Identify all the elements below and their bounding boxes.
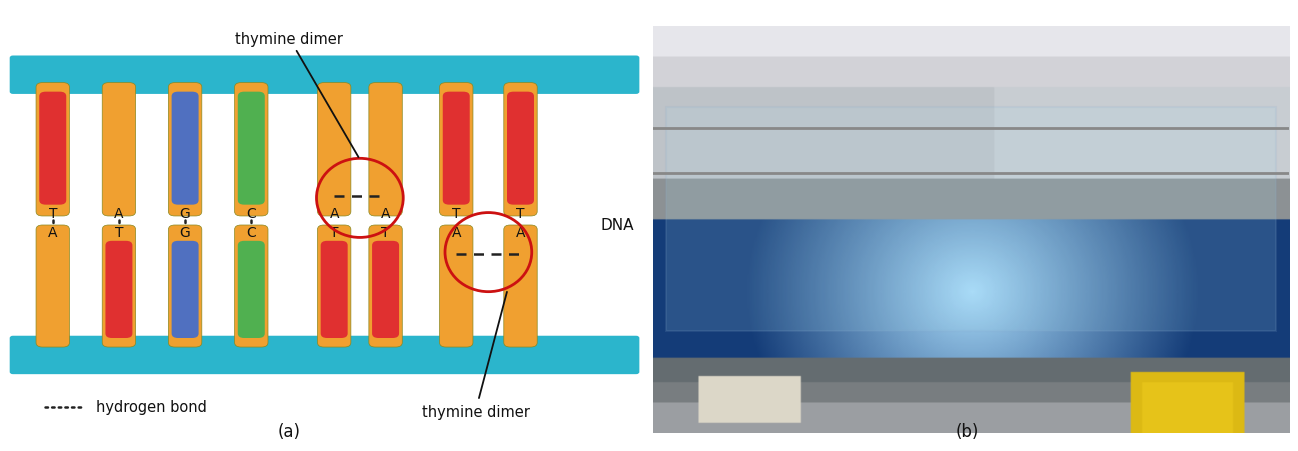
- FancyBboxPatch shape: [105, 241, 132, 338]
- FancyBboxPatch shape: [369, 83, 402, 216]
- Text: A: A: [380, 207, 391, 221]
- FancyBboxPatch shape: [171, 241, 199, 338]
- FancyBboxPatch shape: [235, 226, 267, 347]
- Text: T: T: [382, 226, 389, 239]
- FancyBboxPatch shape: [103, 83, 135, 216]
- Text: A: A: [48, 226, 57, 239]
- FancyBboxPatch shape: [36, 226, 70, 347]
- FancyBboxPatch shape: [369, 226, 402, 347]
- FancyBboxPatch shape: [443, 92, 470, 205]
- Text: T: T: [48, 207, 57, 221]
- FancyBboxPatch shape: [105, 92, 132, 205]
- Text: A: A: [114, 207, 123, 221]
- Text: C: C: [247, 207, 256, 221]
- Text: A: A: [330, 207, 339, 221]
- FancyBboxPatch shape: [373, 92, 398, 205]
- FancyBboxPatch shape: [504, 226, 537, 347]
- Text: T: T: [452, 207, 461, 221]
- Text: T: T: [114, 226, 123, 239]
- FancyBboxPatch shape: [39, 241, 66, 338]
- FancyBboxPatch shape: [321, 241, 348, 338]
- FancyBboxPatch shape: [235, 83, 267, 216]
- FancyBboxPatch shape: [440, 83, 472, 216]
- Text: A: A: [452, 226, 461, 239]
- FancyBboxPatch shape: [36, 83, 70, 216]
- Text: hydrogen bond: hydrogen bond: [96, 399, 208, 414]
- FancyBboxPatch shape: [443, 241, 470, 338]
- Text: A: A: [515, 226, 526, 239]
- Text: T: T: [517, 207, 524, 221]
- FancyBboxPatch shape: [508, 241, 533, 338]
- FancyBboxPatch shape: [9, 56, 640, 95]
- FancyBboxPatch shape: [373, 241, 398, 338]
- FancyBboxPatch shape: [169, 83, 201, 216]
- Text: thymine dimer: thymine dimer: [422, 292, 530, 419]
- FancyBboxPatch shape: [666, 108, 1276, 331]
- FancyBboxPatch shape: [504, 83, 537, 216]
- Text: T: T: [330, 226, 339, 239]
- FancyBboxPatch shape: [238, 241, 265, 338]
- Text: DNA: DNA: [601, 218, 635, 233]
- FancyBboxPatch shape: [318, 226, 350, 347]
- FancyBboxPatch shape: [171, 92, 199, 205]
- FancyBboxPatch shape: [440, 226, 472, 347]
- Text: thymine dimer: thymine dimer: [235, 32, 358, 158]
- Text: (b): (b): [955, 422, 979, 440]
- FancyBboxPatch shape: [103, 226, 135, 347]
- FancyBboxPatch shape: [238, 92, 265, 205]
- Text: (a): (a): [278, 422, 301, 440]
- FancyBboxPatch shape: [508, 92, 533, 205]
- FancyBboxPatch shape: [9, 336, 640, 374]
- FancyBboxPatch shape: [318, 83, 350, 216]
- Text: G: G: [179, 207, 191, 221]
- FancyBboxPatch shape: [321, 92, 348, 205]
- FancyBboxPatch shape: [39, 92, 66, 205]
- Text: G: G: [179, 226, 191, 239]
- FancyBboxPatch shape: [169, 226, 201, 347]
- Text: C: C: [247, 226, 256, 239]
